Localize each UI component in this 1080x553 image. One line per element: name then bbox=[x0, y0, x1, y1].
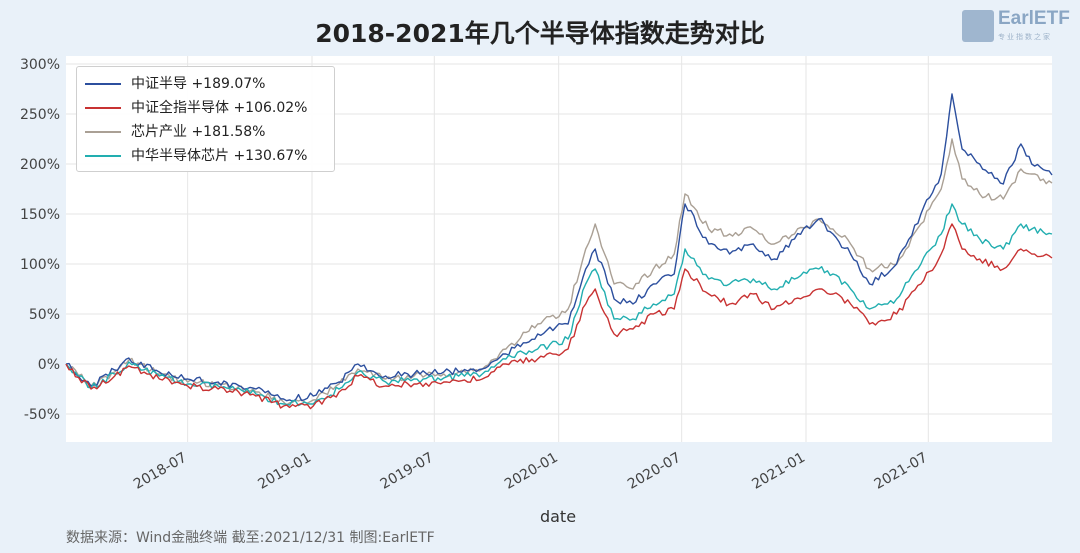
y-tick-label: 250% bbox=[20, 107, 60, 123]
series-line-3 bbox=[65, 203, 1053, 407]
legend-swatch bbox=[85, 107, 121, 109]
x-axis-ticks: 2018-07 2019-01 2019-07 2020-01 2020-07 2021-… bbox=[131, 450, 930, 493]
y-tick-label: 0% bbox=[38, 357, 60, 373]
y-tick-label: -50% bbox=[24, 407, 60, 423]
y-tick-label: 50% bbox=[29, 307, 60, 323]
legend-swatch bbox=[85, 155, 121, 157]
series-lines bbox=[65, 93, 1053, 410]
x-tick-label: 2019-01 bbox=[255, 450, 314, 493]
y-axis-ticks: -50% 0% 50% 100% 150% 200% 250% 300% bbox=[20, 57, 60, 423]
x-tick-label: 2018-07 bbox=[131, 450, 190, 493]
grid-lines bbox=[66, 56, 1052, 442]
legend-swatch bbox=[85, 131, 121, 133]
legend-label: 中华半导体芯片 +130.67% bbox=[131, 148, 308, 164]
logo-mark-icon bbox=[962, 10, 994, 42]
legend-label: 中证半导 +189.07% bbox=[131, 76, 266, 92]
legend-swatch bbox=[85, 83, 121, 85]
earletf-logo: EarlETF 专业指数之家 bbox=[962, 8, 1074, 44]
legend-label: 芯片产业 +181.58% bbox=[131, 124, 266, 140]
x-tick-label: 2020-01 bbox=[502, 450, 561, 493]
logo-subtext: 专业指数之家 bbox=[998, 33, 1052, 41]
series-line-1 bbox=[65, 223, 1053, 410]
chart-title: 2018-2021年几个半导体指数走势对比 bbox=[315, 19, 765, 48]
y-tick-label: 200% bbox=[20, 157, 60, 173]
x-tick-label: 2020-07 bbox=[625, 450, 684, 493]
y-tick-label: 150% bbox=[20, 207, 60, 223]
x-tick-label: 2021-01 bbox=[749, 450, 808, 493]
x-axis-label: date bbox=[540, 507, 576, 526]
logo-text: EarlETF bbox=[998, 8, 1070, 29]
x-tick-label: 2019-07 bbox=[378, 450, 437, 493]
legend-label: 中证全指半导体 +106.02% bbox=[131, 100, 308, 116]
chart-legend: 中证半导 +189.07% 中证全指半导体 +106.02% 芯片产业 +181… bbox=[76, 66, 335, 172]
y-tick-label: 100% bbox=[20, 257, 60, 273]
data-source-note: 数据来源：Wind金融终端 截至:2021/12/31 制图:EarlETF bbox=[66, 530, 435, 546]
x-tick-label: 2021-07 bbox=[872, 450, 931, 493]
series-line-2 bbox=[65, 138, 1053, 406]
y-tick-label: 300% bbox=[20, 57, 60, 73]
series-line-0 bbox=[65, 93, 1053, 402]
